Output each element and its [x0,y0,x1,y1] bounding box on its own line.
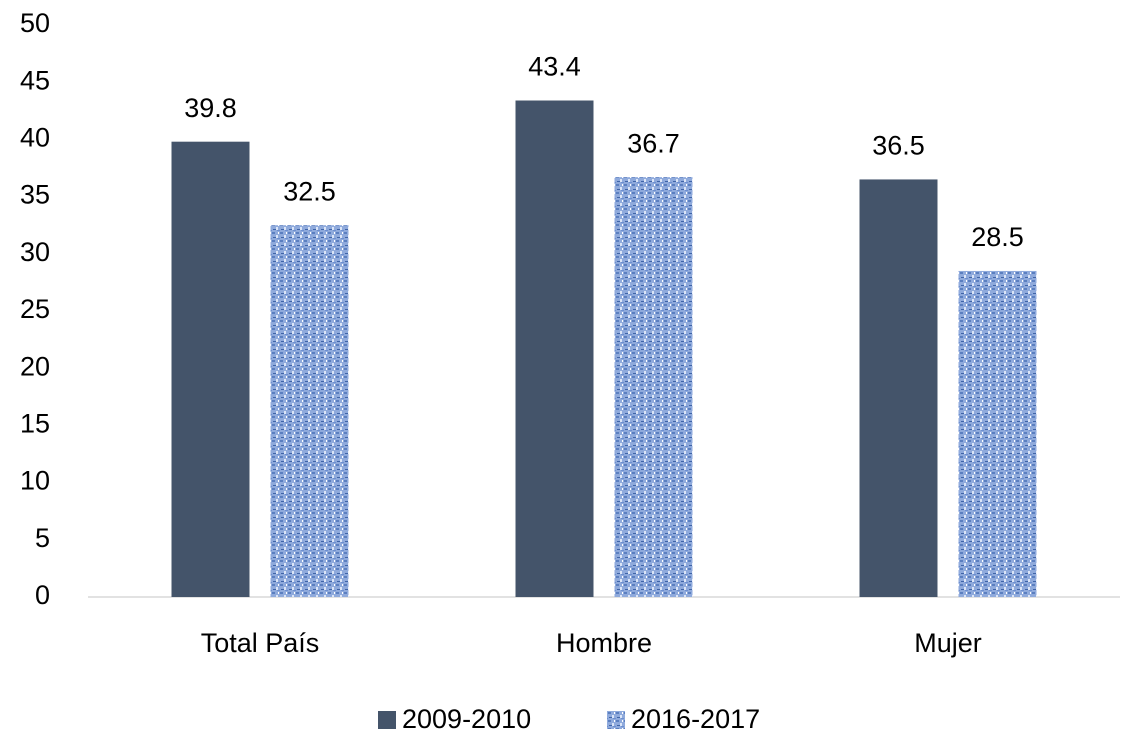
y-tick-label: 15 [20,409,50,439]
bar [958,270,1037,597]
legend-label: 2009-2010 [402,704,531,734]
data-label: 43.4 [528,52,581,82]
bar [270,225,349,597]
y-tick-label: 40 [20,123,50,153]
legend-swatch [607,711,625,729]
y-tick-label: 20 [20,351,50,381]
bar [515,100,594,597]
x-tick-label: Total País [201,628,320,658]
data-label: 36.7 [627,128,680,158]
bar [614,177,693,598]
legend-label: 2016-2017 [631,704,760,734]
x-tick-label: Hombre [556,628,652,658]
y-tick-label: 45 [20,65,50,95]
x-tick-label: Mujer [914,628,982,658]
y-tick-label: 10 [20,466,50,496]
y-tick-label: 30 [20,237,50,267]
data-label: 36.5 [872,131,925,161]
data-label: 39.8 [184,93,237,123]
y-tick-label: 25 [20,294,50,324]
y-tick-label: 0 [35,580,50,610]
y-tick-label: 5 [35,523,50,553]
y-tick-label: 50 [20,8,50,38]
y-tick-label: 35 [20,180,50,210]
data-label: 32.5 [283,176,336,206]
data-label: 28.5 [971,222,1024,252]
bar [171,141,250,598]
legend-swatch [378,711,396,729]
bar [859,179,938,597]
